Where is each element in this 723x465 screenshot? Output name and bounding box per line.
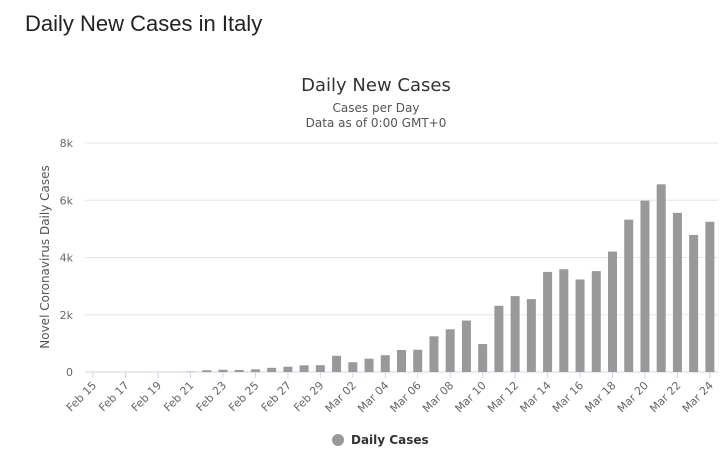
x-tick-label: Feb 29	[291, 379, 326, 414]
bar	[624, 219, 634, 372]
x-tick-label: Mar 04	[355, 379, 391, 415]
x-tick-label: Mar 08	[420, 379, 456, 415]
bar	[267, 367, 277, 372]
bar	[332, 355, 342, 372]
x-tick-label: Feb 27	[259, 379, 294, 414]
x-tick-label: Mar 16	[550, 379, 586, 415]
page-heading: Daily New Cases in Italy	[25, 11, 262, 36]
x-tick-label: Mar 10	[453, 379, 489, 415]
legend-label: Daily Cases	[351, 433, 429, 447]
x-tick-label: Feb 25	[226, 379, 261, 414]
bar	[526, 299, 536, 372]
bar	[543, 271, 553, 372]
chart-subtitle: Data as of 0:00 GMT+0	[306, 116, 447, 130]
chart-title: Daily New Cases	[301, 75, 451, 96]
x-tick-label: Feb 15	[64, 379, 99, 414]
bar	[413, 349, 423, 372]
bar	[234, 369, 244, 372]
bar	[364, 358, 374, 372]
y-tick-label: 8k	[60, 137, 74, 150]
bar	[283, 366, 293, 372]
x-tick-label: Mar 22	[647, 379, 683, 415]
bar	[380, 355, 390, 372]
x-tick-label: Mar 12	[485, 379, 521, 415]
y-tick-label: 4k	[60, 252, 74, 265]
bar	[397, 349, 406, 372]
x-tick-label: Feb 19	[129, 379, 164, 414]
bar	[705, 221, 715, 372]
bar	[640, 200, 650, 372]
legend-marker	[332, 434, 344, 446]
bar	[559, 269, 569, 372]
bar	[575, 279, 585, 372]
bar	[672, 212, 682, 372]
bar	[218, 369, 228, 372]
x-tick-label: Feb 23	[194, 379, 229, 414]
y-tick-label: 6k	[60, 194, 74, 207]
x-tick-label: Feb 21	[161, 379, 196, 414]
chart-subtitle: Cases per Day	[333, 101, 420, 115]
bar	[299, 365, 309, 372]
x-tick-label: Mar 18	[582, 379, 618, 415]
x-tick-label: Mar 24	[680, 379, 716, 415]
y-axis-label: Novel Coronavirus Daily Cases	[38, 165, 52, 348]
bar	[608, 251, 617, 372]
bar	[348, 362, 358, 372]
bar	[202, 370, 212, 372]
bar	[510, 296, 520, 372]
bar	[689, 234, 699, 372]
bar	[315, 365, 325, 372]
x-tick-label: Mar 06	[388, 379, 424, 415]
bar	[461, 320, 471, 372]
x-tick-label: Mar 20	[615, 379, 651, 415]
y-tick-label: 2k	[60, 309, 74, 322]
x-tick-label: Mar 02	[323, 379, 359, 415]
x-tick-label: Mar 14	[517, 379, 553, 415]
bar	[478, 344, 488, 372]
bar	[656, 184, 666, 372]
y-tick-label: 0	[66, 366, 73, 379]
x-tick-label: Feb 17	[96, 379, 131, 414]
bar	[429, 336, 439, 372]
bar	[591, 271, 601, 372]
bar	[494, 305, 504, 372]
bar	[250, 369, 260, 372]
bar	[445, 329, 455, 372]
